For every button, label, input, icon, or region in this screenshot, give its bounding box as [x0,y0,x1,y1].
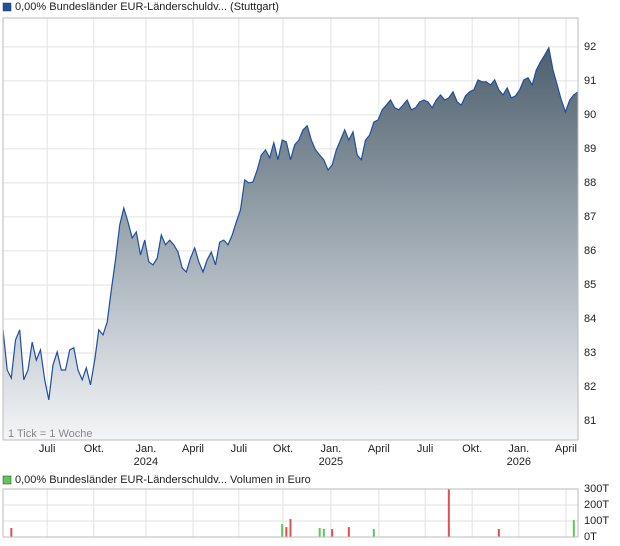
volume-bar [372,529,375,537]
volume-bar [318,528,321,537]
x-year-label: 2025 [319,456,343,468]
volume-bar [281,524,284,537]
plot-border [2,17,579,441]
volume-bar [347,527,350,537]
chart-title: 0,00% Bundesländer EUR-Länderschuldv... … [15,1,279,13]
x-tick-label: Okt. [84,443,104,455]
volume-bar [497,529,500,537]
volume-bar [322,529,325,537]
volume-bar [331,529,334,537]
volume-bar [447,489,450,537]
y-tick-label: 0T [584,531,597,543]
x-year-label: 2026 [507,456,531,468]
y-tick-label: 90 [584,109,596,121]
x-year-label: 2024 [134,456,158,468]
chart-title: 0,00% Bundesländer EUR-Länderschuldv... … [15,474,311,486]
plot-border [2,488,579,538]
x-tick-label: Okt. [462,443,482,455]
y-tick-label: 86 [584,245,596,257]
y-tick-label: 81 [584,415,596,427]
area [3,47,578,441]
x-tick-label: Jan. [321,443,342,455]
x-tick-label: April [182,443,204,455]
x-tick-label: April [368,443,390,455]
volume-bar [10,528,13,537]
volume-bar [572,520,575,537]
y-tick-label: 82 [584,381,596,393]
annotation: 1 Tick = 1 Woche [8,428,92,440]
x-tick-label: Jan. [136,443,157,455]
x-tick-label: Jan. [508,443,529,455]
y-tick-label: 300T [584,483,609,495]
y-tick-label: 88 [584,177,596,189]
x-tick-label: Juli [231,443,248,455]
y-tick-label: 100T [584,515,609,527]
line [2,46,579,401]
x-tick-label: Juli [39,443,56,455]
volume-bar [285,527,288,537]
y-tick-label: 91 [584,75,596,87]
y-tick-label: 87 [584,211,596,223]
x-tick-label: Juli [417,443,434,455]
legend-swatch [2,475,12,485]
x-tick-label: April [555,443,577,455]
y-tick-label: 200T [584,499,609,511]
legend-swatch [2,2,12,12]
y-tick-label: 84 [584,313,596,325]
y-tick-label: 83 [584,347,596,359]
volume-bar [289,519,292,537]
y-tick-label: 89 [584,143,596,155]
x-tick-label: Okt. [273,443,293,455]
y-tick-label: 85 [584,279,596,291]
y-tick-label: 92 [584,41,596,53]
